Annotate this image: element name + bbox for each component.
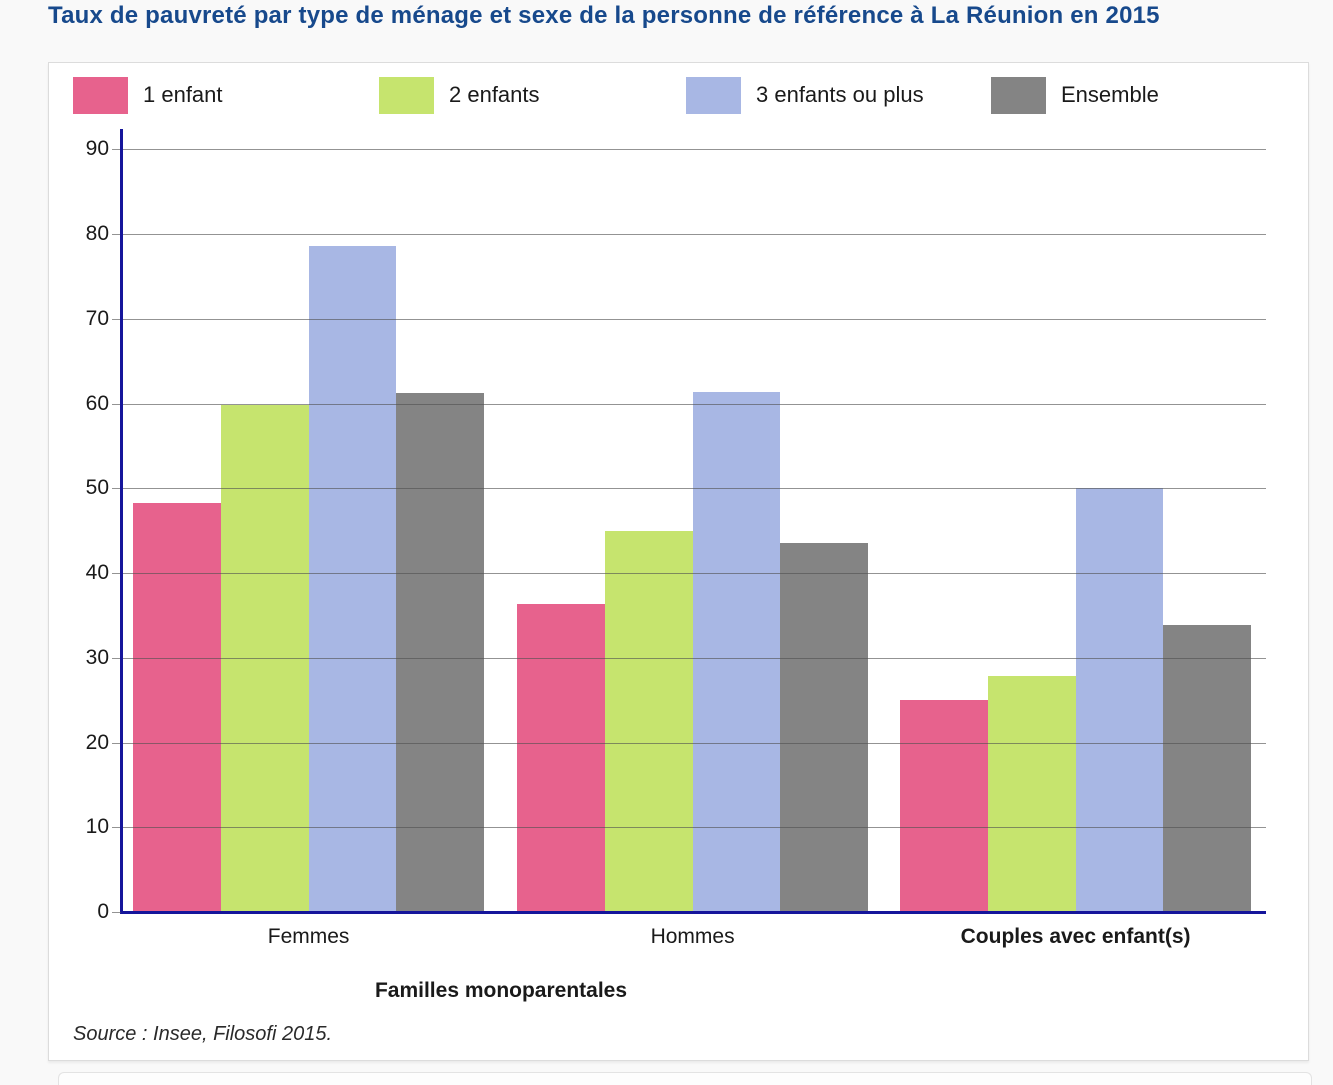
next-card-top-edge — [58, 1072, 1312, 1085]
legend-label: 1 enfant — [143, 82, 223, 107]
y-tick-label: 60 — [85, 391, 109, 415]
page-title: Taux de pauvreté par type de ménage et s… — [48, 2, 1160, 29]
bar-hommes-3-enfants-ou-plus — [692, 391, 781, 912]
bar-hommes-1-enfant — [517, 604, 605, 912]
gridline — [112, 742, 1266, 744]
y-tick-label: 0 — [97, 900, 109, 923]
x-axis-baseline — [120, 911, 1266, 914]
legend-item: 2 enfants — [379, 76, 540, 114]
bar-femmes-3-enfants-ou-plus — [308, 245, 397, 912]
legend-swatch-icon — [379, 76, 434, 114]
bar-hommes-ensemble — [780, 542, 869, 912]
gridline — [112, 318, 1266, 320]
bar-femmes-ensemble — [396, 393, 485, 912]
x-axis-label: Femmes — [267, 925, 350, 948]
legend-item: 3 enfants ou plus — [686, 76, 924, 114]
y-tick-label: 80 — [85, 222, 109, 245]
legend-item: Ensemble — [991, 76, 1159, 114]
x-axis-label: Couples avec enfant(s) — [960, 925, 1191, 948]
y-tick-label: 10 — [85, 815, 109, 839]
bar-couples-avec-enfant-s--ensemble — [1163, 624, 1252, 912]
legend-swatch-icon — [991, 76, 1046, 114]
y-tick-label: 40 — [85, 561, 109, 584]
y-tick-label: 50 — [85, 476, 109, 500]
y-tick-label: 90 — [85, 137, 109, 161]
bar-couples-avec-enfant-s--1-enfant — [900, 700, 988, 912]
legend-label: 3 enfants ou plus — [756, 82, 924, 107]
bar-couples-avec-enfant-s--2-enfants — [987, 675, 1076, 912]
y-tick-label: 70 — [85, 306, 109, 330]
gridline — [112, 573, 1266, 574]
tick-mark — [112, 912, 121, 913]
legend-swatch-icon — [686, 76, 741, 114]
gridline — [112, 403, 1266, 405]
bar-hommes-2-enfants — [604, 530, 693, 912]
legend-swatch-icon — [73, 76, 128, 114]
legend-label: 2 enfants — [449, 82, 540, 107]
y-tick-label: 30 — [85, 645, 109, 669]
x-axis-label: Hommes — [650, 925, 735, 948]
chart-panel: 1 enfant 2 enfants 3 enfants ou plus Ensemb… — [48, 62, 1309, 1061]
bar-couples-avec-enfant-s--3-enfants-ou-plus — [1075, 488, 1164, 912]
gridline — [112, 234, 1266, 235]
plot-area — [112, 129, 1266, 914]
source-note: Source : Insee, Filosofi 2015. — [73, 1023, 333, 1045]
legend-label: Ensemble — [1061, 82, 1159, 107]
axis-group-label: Familles monoparentales — [374, 979, 628, 1002]
gridline — [112, 657, 1266, 659]
gridline — [112, 827, 1266, 829]
chart-legend: 1 enfant 2 enfants 3 enfants ou plus Ensemb… — [49, 76, 1308, 116]
legend-item: 1 enfant — [73, 76, 223, 114]
bar-femmes-1-enfant — [133, 502, 221, 912]
gridline — [112, 149, 1266, 151]
y-tick-label: 20 — [85, 730, 109, 754]
gridline — [112, 488, 1266, 490]
y-axis-line — [120, 129, 123, 914]
